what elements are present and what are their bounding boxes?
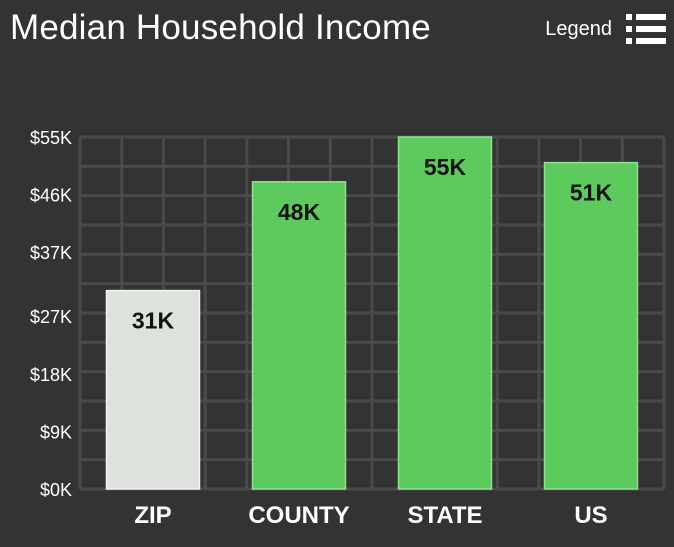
- list-menu-icon: [626, 14, 666, 44]
- bar-state[interactable]: [397, 136, 493, 490]
- y-tick-label: $27K: [30, 307, 72, 327]
- x-category-label: ZIP: [134, 502, 171, 529]
- data-label: 55K: [424, 154, 467, 180]
- y-tick-label: $37K: [30, 243, 72, 263]
- data-label: 31K: [132, 308, 175, 334]
- y-tick-label: $55K: [30, 128, 72, 148]
- legend-button[interactable]: Legend: [545, 12, 666, 46]
- chart-title: Median Household Income: [10, 8, 431, 47]
- y-tick-label: $18K: [30, 365, 72, 385]
- bar-us[interactable]: [543, 161, 639, 490]
- y-tick-label: $46K: [30, 186, 72, 206]
- y-tick-label: $0K: [40, 480, 72, 500]
- x-category-label: STATE: [407, 502, 482, 529]
- data-label: 48K: [278, 199, 321, 225]
- data-label: 51K: [570, 180, 613, 206]
- bar-zip[interactable]: [105, 289, 201, 490]
- bar-county[interactable]: [251, 181, 347, 490]
- legend-label: Legend: [545, 17, 612, 40]
- x-category-label: US: [574, 502, 607, 529]
- y-tick-label: $9K: [40, 422, 72, 442]
- x-category-label: COUNTY: [248, 502, 349, 529]
